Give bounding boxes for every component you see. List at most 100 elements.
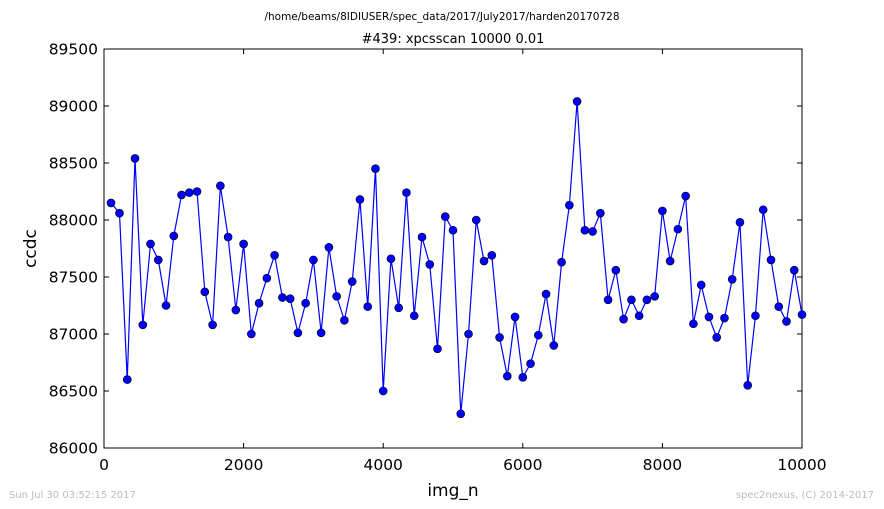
data-point (471, 215, 481, 225)
data-point (184, 188, 194, 197)
tick-labels: 0 2000 4000 6000 8000 10000 86000 86500 87000 875… (49, 41, 827, 475)
data-point (533, 330, 543, 340)
data-point (402, 188, 411, 197)
data-point (146, 239, 155, 249)
data-point (689, 319, 698, 329)
data-point (479, 256, 489, 266)
x-tick-label: 2000 (224, 456, 263, 474)
x-tick-label: 8000 (643, 456, 682, 474)
data-point (347, 277, 357, 286)
x-tick-label: 6000 (503, 456, 542, 474)
data-point (262, 273, 272, 283)
data-point (208, 320, 217, 330)
data-point (735, 217, 745, 227)
series-line (110, 101, 803, 414)
chart-title: #439: xpcsscan 10000 0.01 (362, 32, 545, 47)
y-tick-label: 87000 (49, 326, 98, 344)
data-point (588, 227, 597, 236)
data-point (789, 265, 799, 275)
data-point (549, 341, 559, 350)
data-point (316, 328, 326, 338)
axes-frame (103, 48, 803, 449)
footer-timestamp: Sun Jul 30 03:52:15 2017 (9, 490, 136, 501)
data-point (712, 333, 722, 342)
data-point (510, 312, 520, 322)
data-point (665, 256, 675, 266)
data-point (743, 380, 752, 390)
data-point (572, 97, 582, 106)
data-point (448, 225, 458, 235)
data-point (565, 200, 574, 210)
y-tick-label: 86500 (49, 383, 98, 401)
data-point (177, 190, 186, 200)
data-point (696, 280, 706, 290)
data-point (278, 293, 287, 302)
data-point (293, 328, 303, 338)
x-tick-label: 10000 (777, 456, 826, 474)
data-point (495, 333, 504, 342)
data-point (154, 255, 163, 265)
data-point (673, 224, 683, 234)
data-point (122, 375, 132, 384)
data-point (169, 231, 179, 241)
data-point (192, 187, 202, 196)
data-point (758, 205, 768, 215)
data-point (611, 265, 621, 275)
data-point (440, 212, 450, 221)
data-point (650, 292, 659, 301)
data-series (106, 97, 807, 419)
data-point (417, 232, 427, 242)
data-point (658, 206, 667, 216)
data-point (106, 198, 116, 208)
data-point (239, 239, 248, 249)
y-tick-label: 89000 (49, 98, 98, 116)
data-point (216, 181, 225, 191)
axis-ticks (103, 48, 803, 449)
data-point (518, 373, 528, 382)
data-point (386, 254, 396, 264)
data-point (774, 302, 784, 311)
data-point (363, 302, 373, 311)
data-point (456, 409, 466, 419)
data-point (634, 311, 644, 321)
data-point (247, 329, 256, 339)
x-axis-label: img_n (427, 481, 478, 501)
data-point (324, 243, 334, 252)
data-point (130, 154, 140, 163)
data-point (371, 164, 380, 173)
data-point (596, 208, 605, 218)
y-tick-label: 88500 (49, 155, 98, 173)
data-point (340, 316, 349, 325)
data-point (464, 329, 473, 339)
data-point (557, 257, 566, 267)
data-point (681, 191, 690, 201)
data-point (603, 295, 613, 305)
data-point (580, 225, 590, 235)
data-point (627, 295, 636, 305)
data-point (161, 301, 171, 310)
data-point (285, 294, 295, 303)
plot-area (103, 48, 807, 449)
x-tick-label: 4000 (363, 456, 402, 474)
data-point (797, 310, 807, 319)
y-axis-label: ccdc (21, 229, 41, 268)
data-point (487, 251, 497, 260)
data-point (394, 303, 403, 313)
data-point (223, 232, 233, 242)
data-point (704, 312, 714, 322)
data-point (254, 298, 264, 308)
data-point (115, 208, 124, 218)
data-point (526, 359, 535, 368)
y-tick-label: 86000 (49, 440, 98, 458)
data-point (409, 311, 419, 321)
data-point (425, 260, 435, 269)
data-point (727, 274, 737, 284)
data-point (138, 320, 148, 330)
data-point (433, 344, 442, 354)
data-point (332, 292, 341, 301)
data-point (782, 317, 791, 326)
data-point (720, 313, 729, 323)
data-point (642, 295, 652, 305)
footer-credit: spec2nexus, (C) 2014-2017 (736, 490, 874, 501)
